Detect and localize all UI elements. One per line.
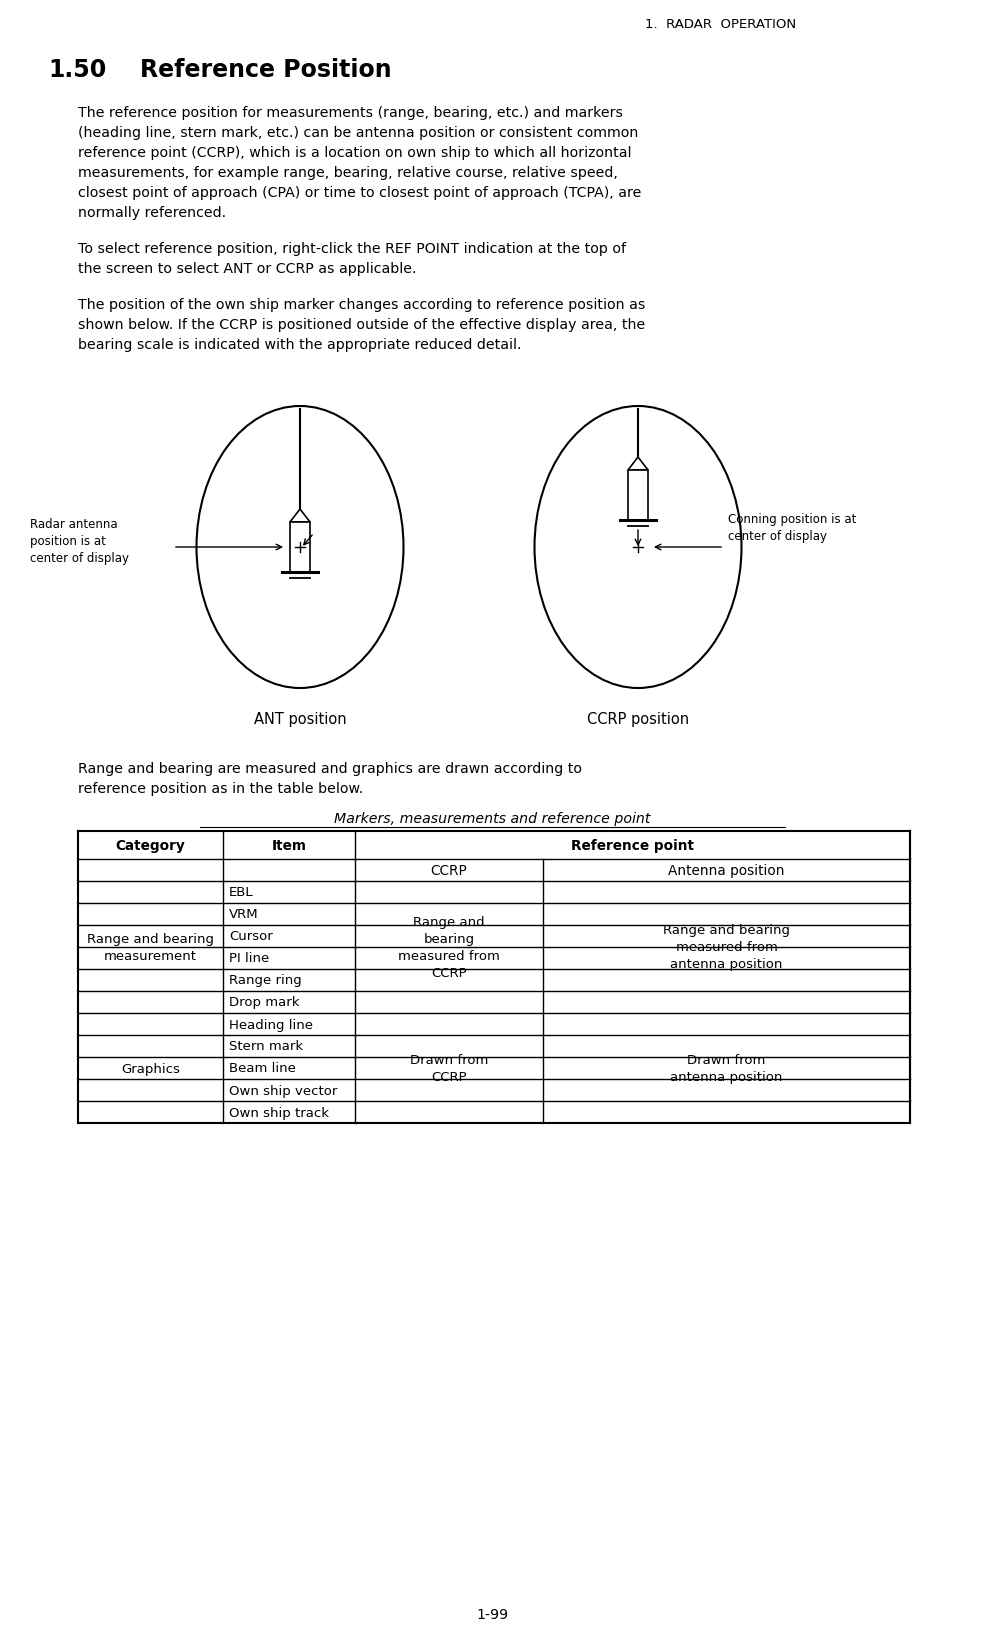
Text: Graphics: Graphics [121,1062,180,1075]
Text: 1-99: 1-99 [476,1608,508,1621]
Text: EBL: EBL [229,886,254,899]
Text: Own ship vector: Own ship vector [229,1084,338,1097]
Text: Range and bearing
measured from
antenna position: Range and bearing measured from antenna … [663,924,790,971]
Text: Antenna position: Antenna position [668,863,785,878]
Text: Range and
bearing
measured from
CCRP: Range and bearing measured from CCRP [399,916,500,979]
Text: The position of the own ship marker changes according to reference position as
s: The position of the own ship marker chan… [78,297,646,353]
Text: Drawn from
CCRP: Drawn from CCRP [409,1053,488,1084]
Text: Markers, measurements and reference point: Markers, measurements and reference poin… [334,811,650,826]
Text: CCRP: CCRP [431,863,467,878]
Text: Range and bearing are measured and graphics are drawn according to
reference pos: Range and bearing are measured and graph… [78,762,582,795]
Polygon shape [628,457,648,470]
Text: Own ship track: Own ship track [229,1106,329,1120]
Text: Conning position is at
center of display: Conning position is at center of display [728,512,856,543]
Text: Reference point: Reference point [571,839,694,852]
Bar [290,522,310,573]
Text: To select reference position, right-click the REF POINT indication at the top of: To select reference position, right-clic… [78,242,626,276]
Bar [628,470,648,521]
Text: Cursor: Cursor [229,930,273,943]
Text: Stern mark: Stern mark [229,1040,303,1053]
Text: The reference position for measurements (range, bearing, etc.) and markers
(head: The reference position for measurements … [78,106,642,220]
Text: Reference Position: Reference Position [140,59,392,82]
Text: Radar antenna
position is at
center of display: Radar antenna position is at center of d… [30,517,129,565]
Text: PI line: PI line [229,951,270,965]
Text: VRM: VRM [229,907,259,920]
Text: Drop mark: Drop mark [229,996,299,1009]
Text: Beam line: Beam line [229,1062,296,1075]
Text: ANT position: ANT position [254,712,346,726]
Text: Range and bearing
measurement: Range and bearing measurement [87,932,214,963]
Polygon shape [290,509,310,522]
Text: Range ring: Range ring [229,974,302,987]
Text: Item: Item [272,839,306,852]
Text: CCRP position: CCRP position [586,712,689,726]
Text: 1.  RADAR  OPERATION: 1. RADAR OPERATION [645,18,796,31]
Text: Drawn from
antenna position: Drawn from antenna position [670,1053,782,1084]
Text: Heading line: Heading line [229,1018,313,1031]
Text: Category: Category [116,839,185,852]
Text: 1.50: 1.50 [48,59,106,82]
